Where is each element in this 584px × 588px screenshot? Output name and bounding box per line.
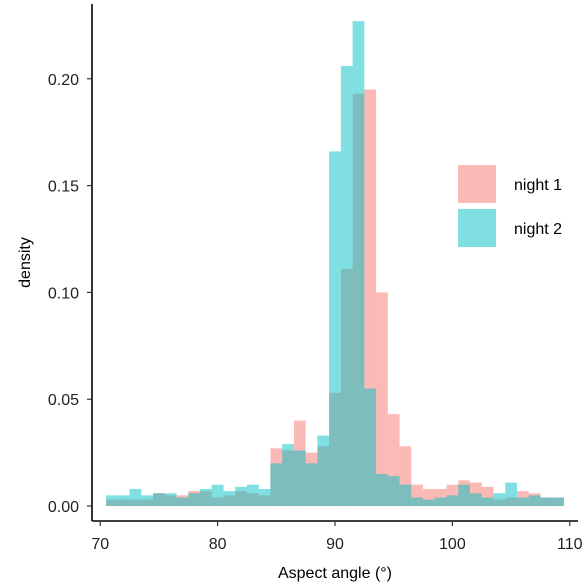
x-tick-label: 110 — [557, 536, 583, 553]
bar — [399, 446, 412, 507]
legend-key — [458, 209, 496, 247]
bar — [516, 497, 529, 507]
bar — [493, 493, 506, 507]
y-tick-label: 0.05 — [48, 392, 79, 409]
bar — [552, 497, 564, 507]
x-tick-label: 70 — [91, 536, 109, 553]
bar — [434, 497, 447, 507]
bar — [481, 486, 494, 507]
bar — [164, 493, 177, 507]
bar — [434, 488, 447, 507]
legend-label: night 1 — [514, 177, 562, 194]
bar — [153, 493, 165, 507]
bar — [399, 484, 412, 507]
bar — [411, 484, 424, 507]
x-axis-title: Aspect angle (°) — [278, 565, 392, 582]
x-tick-label: 90 — [326, 536, 344, 553]
bar — [188, 493, 200, 507]
bar — [270, 463, 283, 507]
bar — [200, 488, 212, 507]
bar — [423, 499, 435, 507]
bar — [505, 482, 517, 507]
bar — [329, 151, 341, 507]
bar — [129, 488, 142, 507]
legend: night 1 night 2 — [458, 165, 562, 247]
bar — [411, 497, 424, 507]
bar — [387, 476, 400, 507]
y-tick-label: 0.20 — [48, 72, 79, 89]
bar — [528, 495, 541, 507]
bar — [305, 463, 318, 507]
y-axis-ticks: 0.00 0.05 0.10 0.15 0.20 — [48, 72, 92, 516]
x-tick-label: 100 — [439, 536, 466, 553]
bar — [376, 292, 388, 507]
y-tick-label: 0.15 — [48, 179, 79, 196]
bar — [340, 65, 353, 507]
bar — [211, 484, 224, 507]
y-axis-title: density — [17, 237, 34, 288]
bar — [470, 493, 482, 507]
x-tick-label: 80 — [209, 536, 227, 553]
bar — [376, 474, 388, 507]
bar — [223, 491, 236, 507]
bar — [458, 484, 470, 507]
bar — [540, 497, 553, 507]
bar — [293, 450, 306, 507]
bar — [446, 495, 459, 507]
bar — [117, 495, 130, 507]
legend-key — [458, 165, 496, 203]
bar — [364, 388, 377, 507]
bar — [387, 414, 400, 507]
legend-item: night 2 — [458, 209, 562, 247]
legend-label: night 2 — [514, 221, 562, 238]
bar — [481, 497, 494, 507]
bar — [317, 435, 330, 507]
y-tick-label: 0.10 — [48, 285, 79, 302]
series-2-bars — [106, 21, 564, 507]
bar — [258, 488, 271, 507]
bars-layer — [106, 21, 564, 507]
bar — [364, 89, 377, 507]
bar — [106, 495, 118, 507]
bar — [235, 486, 247, 507]
x-axis-ticks: 70 80 90 100 110 — [91, 521, 583, 553]
bar — [176, 497, 189, 507]
bar — [141, 495, 154, 507]
y-tick-label: 0.00 — [48, 499, 79, 516]
bar — [246, 484, 259, 507]
bar — [423, 488, 435, 507]
bar — [282, 444, 294, 507]
bar — [352, 21, 365, 507]
legend-item: night 1 — [458, 165, 562, 203]
